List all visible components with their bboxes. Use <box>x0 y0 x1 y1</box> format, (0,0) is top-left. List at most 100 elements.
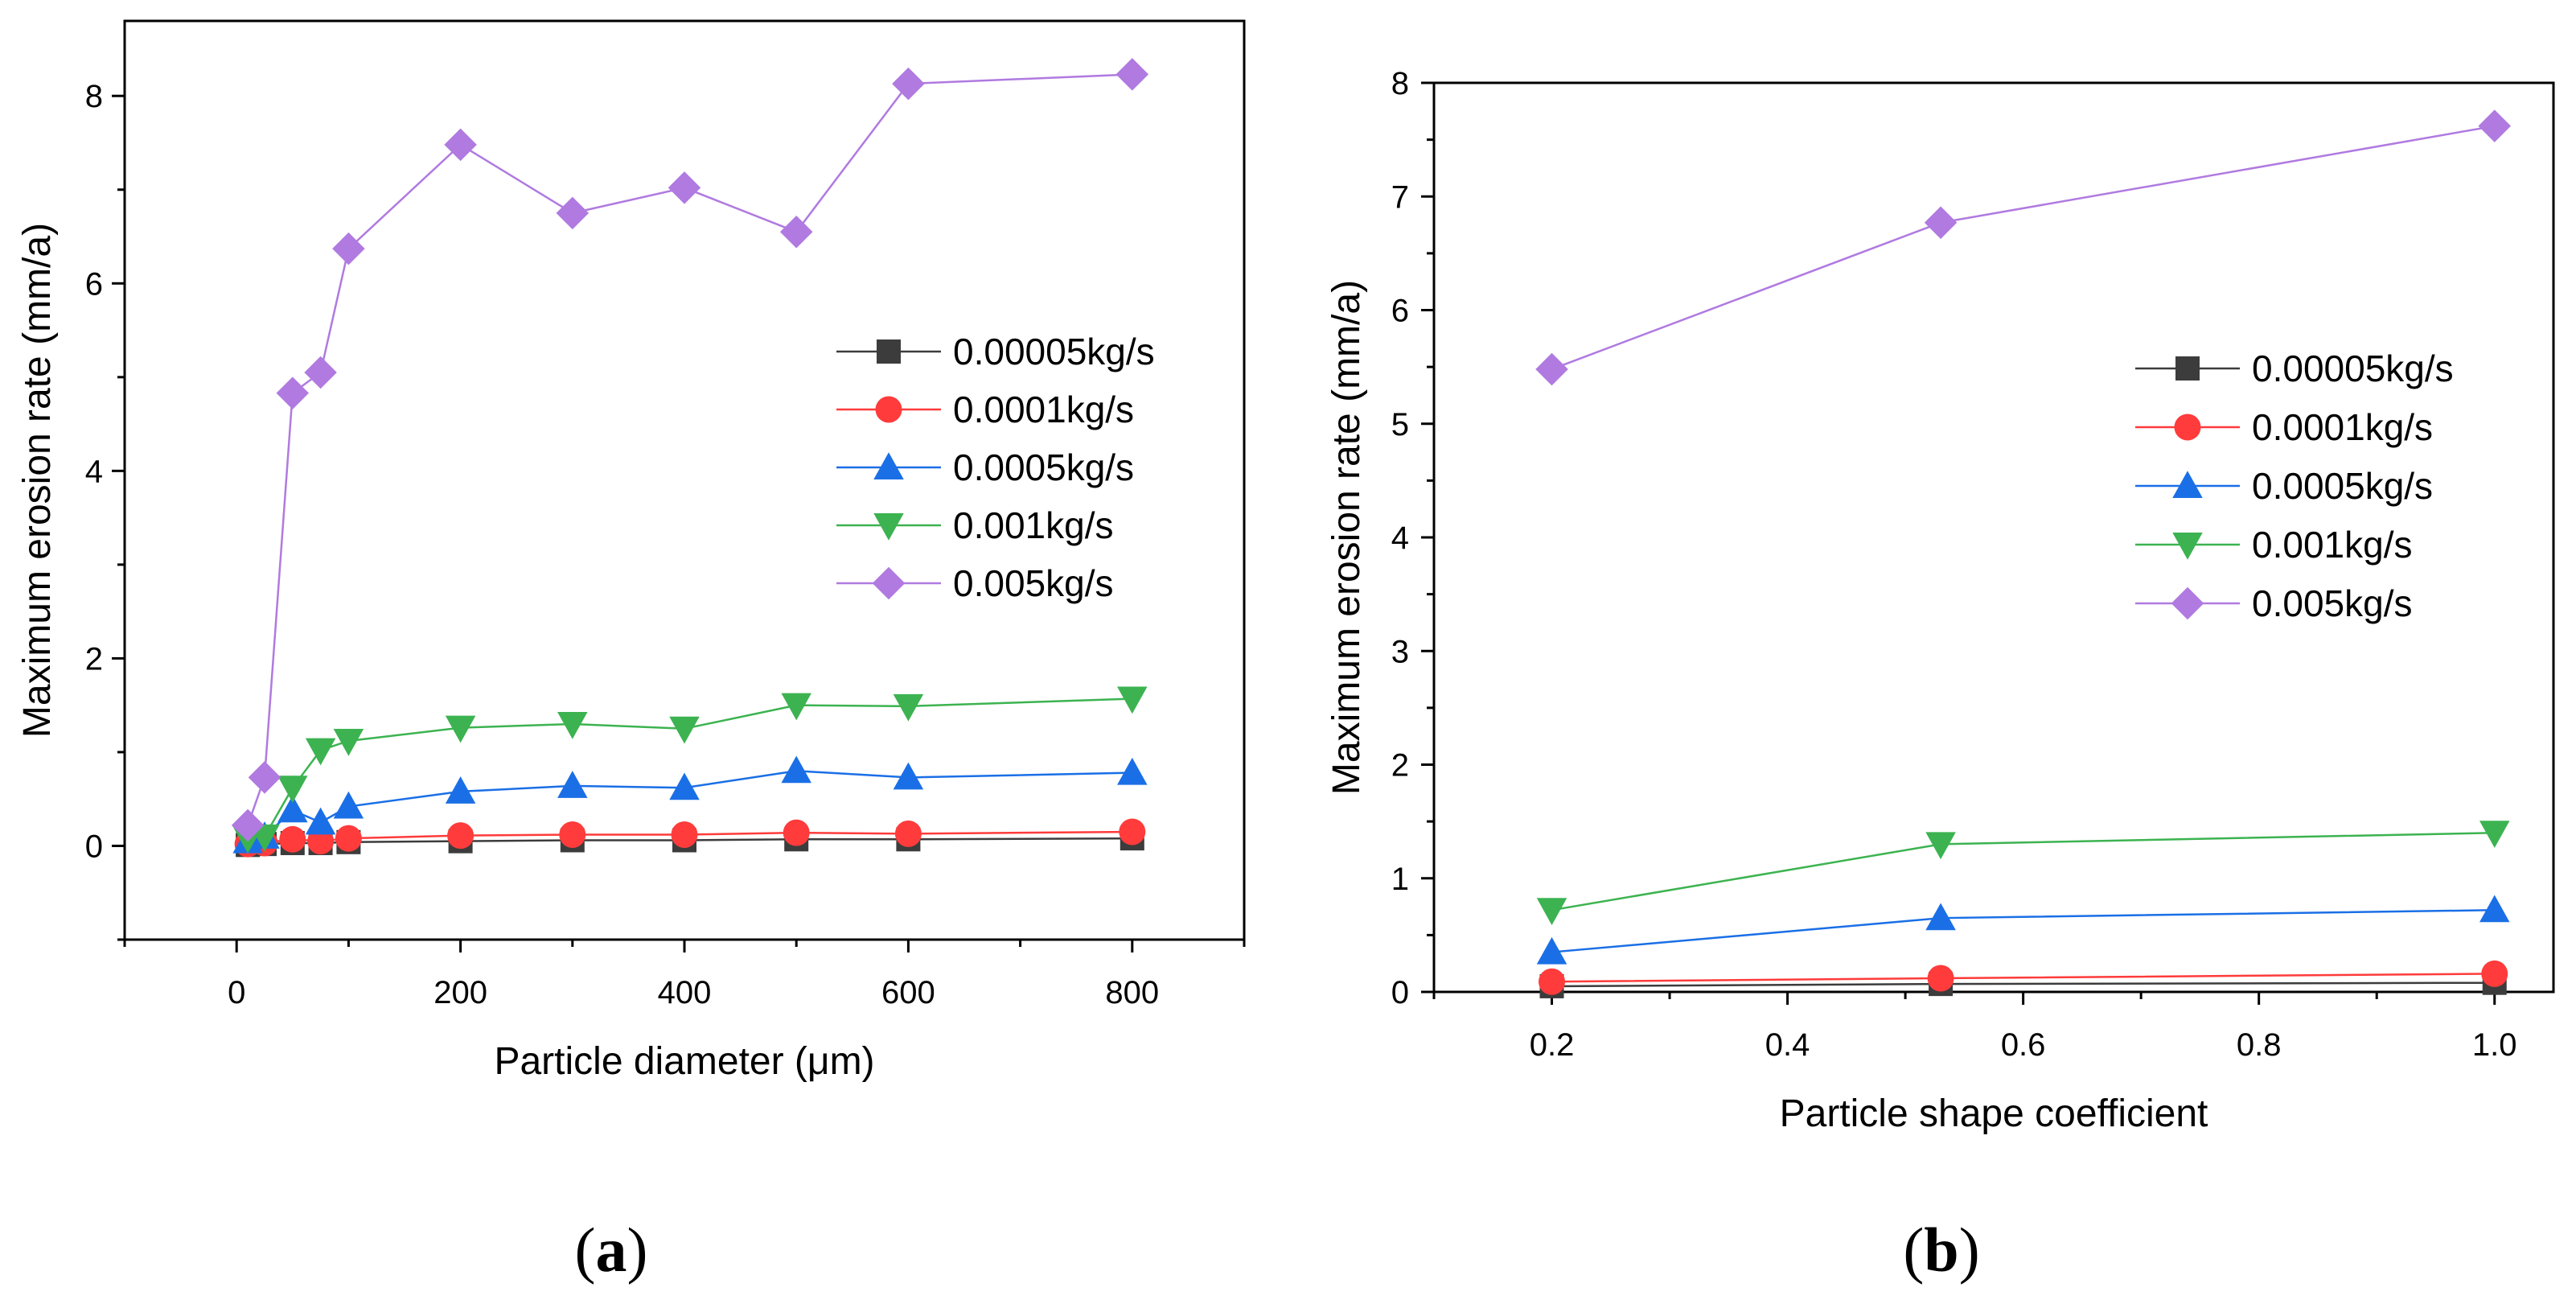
legend-marker-b-1 <box>2174 413 2201 441</box>
y-tick-label-b: 7 <box>1391 179 1409 215</box>
caption-b: (b) <box>1903 1215 1979 1285</box>
x-tick-label-a: 600 <box>881 975 935 1010</box>
legend-label-b-4: 0.005kg/s <box>2252 582 2412 624</box>
y-tick-label-a: 6 <box>85 266 103 302</box>
legend-marker-a-0 <box>877 339 901 364</box>
caption-a: (a) <box>575 1215 648 1285</box>
data-point-b-4 <box>2478 109 2511 142</box>
data-point-a-1 <box>307 828 335 855</box>
x-tick-label-b: 1.0 <box>2472 1027 2517 1063</box>
legend-marker-a-4 <box>872 566 906 600</box>
data-point-a-4 <box>556 196 590 230</box>
x-tick-label-b: 0.4 <box>1765 1027 1810 1063</box>
data-point-a-1 <box>894 820 922 847</box>
data-point-a-3 <box>277 776 308 803</box>
legend-label-a-1: 0.0001kg/s <box>953 389 1134 430</box>
data-point-a-1 <box>335 825 362 852</box>
data-point-a-4 <box>332 232 365 265</box>
data-point-a-4 <box>1115 58 1149 91</box>
legend-label-b-0: 0.00005kg/s <box>2252 348 2454 389</box>
data-point-a-3 <box>781 693 811 721</box>
series-line-b-0 <box>1551 981 2495 988</box>
chart-panel-a: 0 200 400 600 800 0 2 4 6 8 0.00005kg/s 0.0001kg/s… <box>16 19 1246 1083</box>
series-b <box>1535 109 2511 998</box>
data-point-a-2 <box>781 755 811 784</box>
legend-label-a-2: 0.0005kg/s <box>953 446 1134 488</box>
y-tick-label-a: 0 <box>85 829 103 864</box>
data-point-a-3 <box>893 693 924 722</box>
y-tick-label-a: 2 <box>85 641 103 677</box>
data-point-b-3 <box>1925 832 1956 860</box>
x-tick-label-b: 0.8 <box>2237 1027 2282 1063</box>
legend-a: 0.00005kg/s 0.0001kg/s 0.0005kg/s 0.001kg/s… <box>836 331 1155 604</box>
legend-marker-b-4 <box>2171 586 2204 620</box>
series-a <box>231 58 1149 858</box>
data-point-a-3 <box>1117 686 1148 714</box>
data-point-b-4 <box>1535 352 1568 386</box>
data-point-b-1 <box>1539 968 1566 995</box>
data-point-a-4 <box>231 808 265 842</box>
data-point-a-3 <box>305 738 336 766</box>
caption-b-letter: b <box>1924 1215 1958 1285</box>
legend-marker-a-2 <box>873 452 904 479</box>
x-axis-title-a: Particle diameter (μm) <box>494 1040 874 1083</box>
legend-b: 0.00005kg/s 0.0001kg/s 0.0005kg/s 0.001kg/s… <box>2135 348 2454 624</box>
y-tick-label-b: 8 <box>1391 66 1409 101</box>
data-point-a-4 <box>248 761 281 794</box>
series-line-b-2 <box>1551 909 2495 953</box>
y-tick-label-b: 0 <box>1391 975 1409 1010</box>
legend-marker-b-3 <box>2172 533 2203 560</box>
legend-label-a-3: 0.001kg/s <box>953 504 1113 546</box>
data-point-b-3 <box>1536 898 1567 926</box>
data-point-a-4 <box>668 171 701 204</box>
x-axis-title-b: Particle shape coefficient <box>1780 1092 2208 1135</box>
data-point-a-3 <box>557 711 588 739</box>
x-tick-label-b: 0.6 <box>2001 1027 2046 1063</box>
data-point-b-2 <box>2479 895 2510 923</box>
series-line-b-1 <box>1551 973 2495 983</box>
legend-marker-b-0 <box>2175 356 2200 381</box>
data-point-a-2 <box>1117 757 1148 785</box>
data-point-a-1 <box>559 821 586 848</box>
y-tick-label-a: 8 <box>85 79 103 114</box>
y-tick-label-b: 3 <box>1391 634 1409 669</box>
y-tick-label-a: 4 <box>85 454 103 489</box>
legend-marker-a-1 <box>875 396 902 423</box>
legend-label-b-3: 0.001kg/s <box>2252 524 2412 566</box>
data-point-a-2 <box>669 772 700 800</box>
y-tick-label-b: 6 <box>1391 294 1409 329</box>
y-axis-title-a: Maximum erosion rate (mm/a) <box>16 223 59 738</box>
data-point-b-2 <box>1536 936 1567 965</box>
data-point-a-4 <box>779 215 813 249</box>
data-point-a-3 <box>669 716 700 744</box>
x-tick-label-a: 800 <box>1105 975 1159 1010</box>
data-point-a-1 <box>671 821 698 848</box>
legend-marker-b-2 <box>2172 471 2203 498</box>
data-point-a-1 <box>279 825 306 853</box>
series-line-b-4 <box>1551 125 2495 371</box>
legend-label-a-0: 0.00005kg/s <box>953 331 1155 372</box>
data-point-a-2 <box>893 762 924 790</box>
data-point-b-1 <box>2481 960 2508 987</box>
x-tick-label-b: 0.2 <box>1530 1027 1575 1063</box>
data-point-a-4 <box>444 128 477 162</box>
data-point-a-1 <box>447 822 475 850</box>
y-tick-label-b: 5 <box>1391 407 1409 442</box>
y-tick-label-b: 1 <box>1391 862 1409 897</box>
y-tick-label-b: 4 <box>1391 520 1409 556</box>
data-point-a-2 <box>557 771 588 798</box>
y-axis-title-b: Maximum erosion rate (mm/a) <box>1325 280 1368 795</box>
data-point-a-2 <box>277 795 308 823</box>
data-point-a-4 <box>304 356 337 389</box>
series-line-b-3 <box>1551 832 2495 911</box>
data-point-a-3 <box>445 715 476 743</box>
ticks-a: 0 200 400 600 800 0 2 4 6 8 <box>85 79 1246 1010</box>
legend-label-b-2: 0.0005kg/s <box>2252 465 2433 507</box>
legend-label-b-1: 0.0001kg/s <box>2252 406 2433 448</box>
x-tick-label-a: 0 <box>228 975 245 1010</box>
legend-label-a-4: 0.005kg/s <box>953 562 1113 604</box>
data-point-b-1 <box>1927 965 1954 992</box>
data-point-a-4 <box>276 376 310 409</box>
